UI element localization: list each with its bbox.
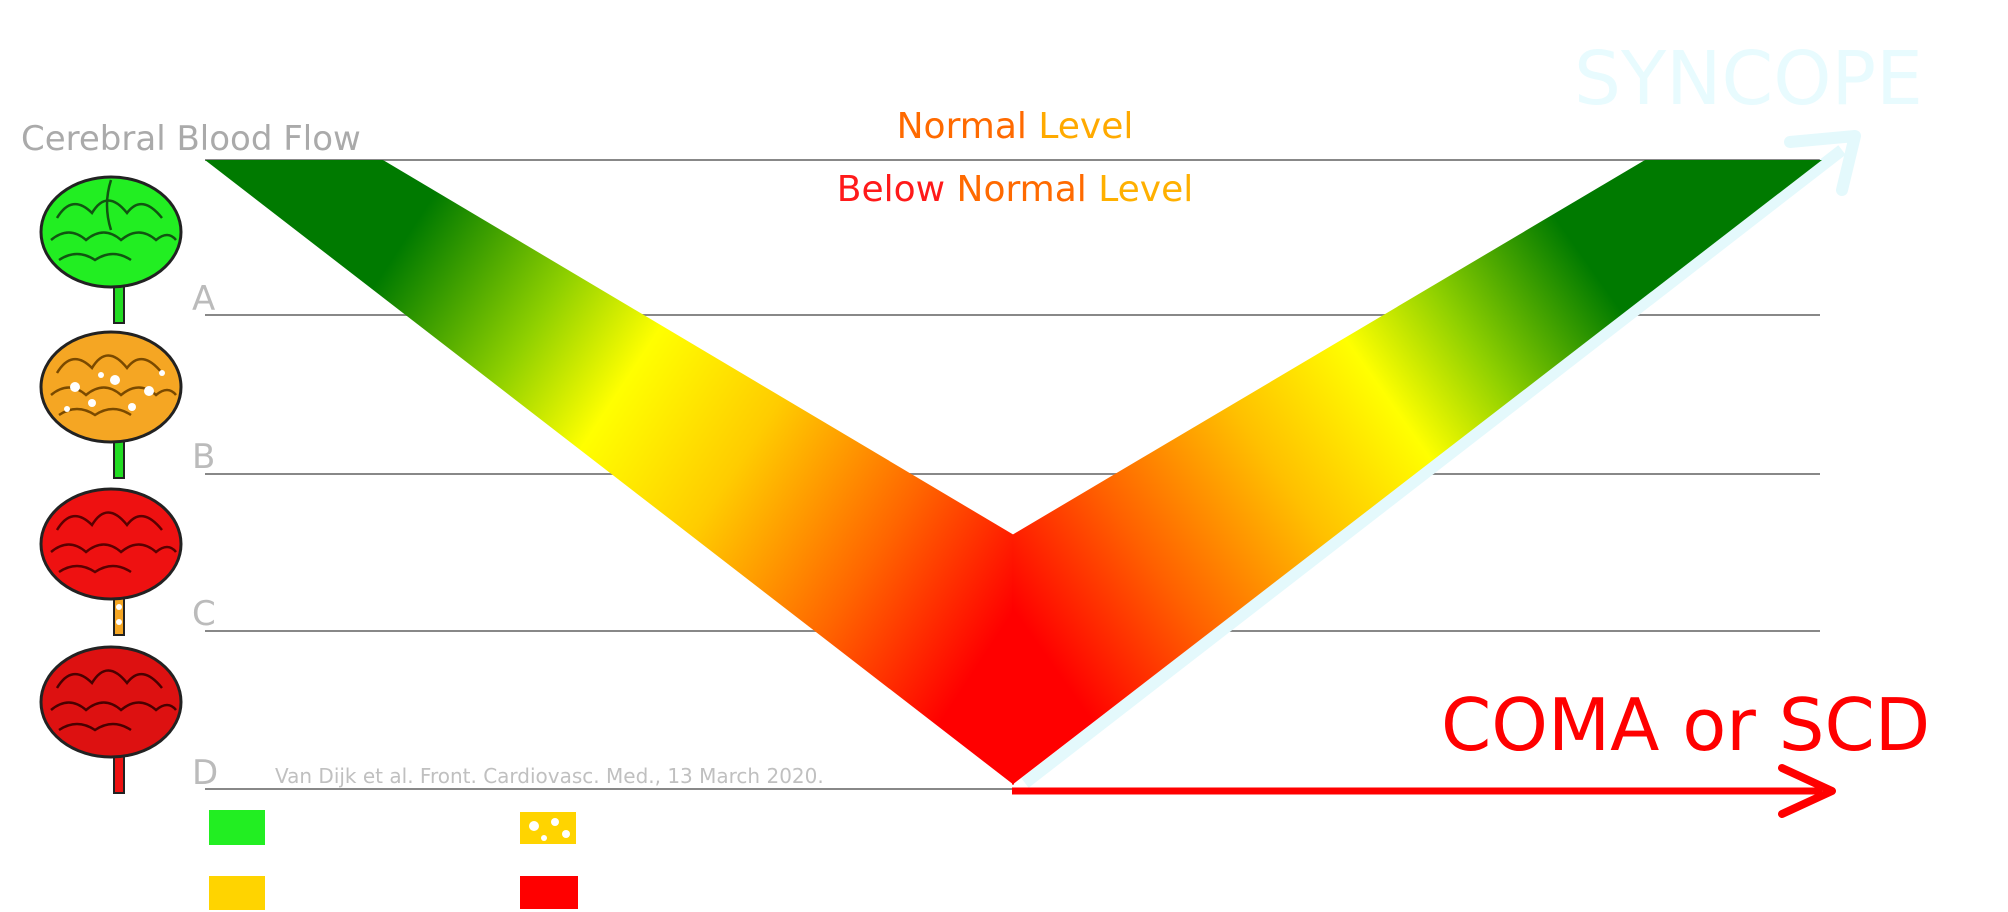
- level-label-b: B: [192, 437, 215, 477]
- brain-level-a-icon: [39, 330, 183, 479]
- brain-level-b-icon: [39, 487, 183, 636]
- level-label-d: D: [192, 753, 218, 793]
- syncope-arrow: [1021, 130, 1861, 788]
- below-normal-level-label: Below Normal Level: [837, 169, 1194, 210]
- y-axis-label: Cerebral Blood Flow: [21, 119, 361, 159]
- legend-swatch-red: [520, 876, 578, 909]
- below-normal-part: Below: [837, 169, 957, 210]
- coma-scd-label: COMA or SCD: [1441, 683, 1930, 767]
- brain-level-c-icon: [39, 645, 183, 794]
- ischemia-spots: [64, 370, 165, 412]
- citation: Van Dijk et al. Front. Cardiovasc. Med.,…: [275, 764, 824, 788]
- legend-swatch-yellow-spotted: [520, 812, 576, 844]
- syncope-label: SYNCOPE: [1574, 36, 1923, 122]
- below-normal-part: Level: [1098, 169, 1193, 210]
- blood-flow-recovery-band: [1012, 160, 1822, 785]
- blood-flow-v: [205, 160, 1822, 785]
- legend-swatch-yellow: [209, 876, 265, 910]
- coma-scd-arrow: [1012, 764, 1836, 818]
- normal-level-part: Normal: [897, 106, 1039, 147]
- level-letters: A B C D: [192, 279, 218, 793]
- level-label-c: C: [192, 594, 216, 634]
- normal-level-label: Normal Level: [897, 106, 1134, 147]
- blood-flow-decline-band: [205, 160, 1014, 785]
- legend: [209, 810, 578, 910]
- normal-level-part: Level: [1038, 106, 1133, 147]
- level-label-a: A: [192, 279, 215, 319]
- brain-normal-icon: [39, 175, 183, 324]
- below-normal-part: Normal: [957, 169, 1099, 210]
- legend-swatch-green: [209, 810, 265, 845]
